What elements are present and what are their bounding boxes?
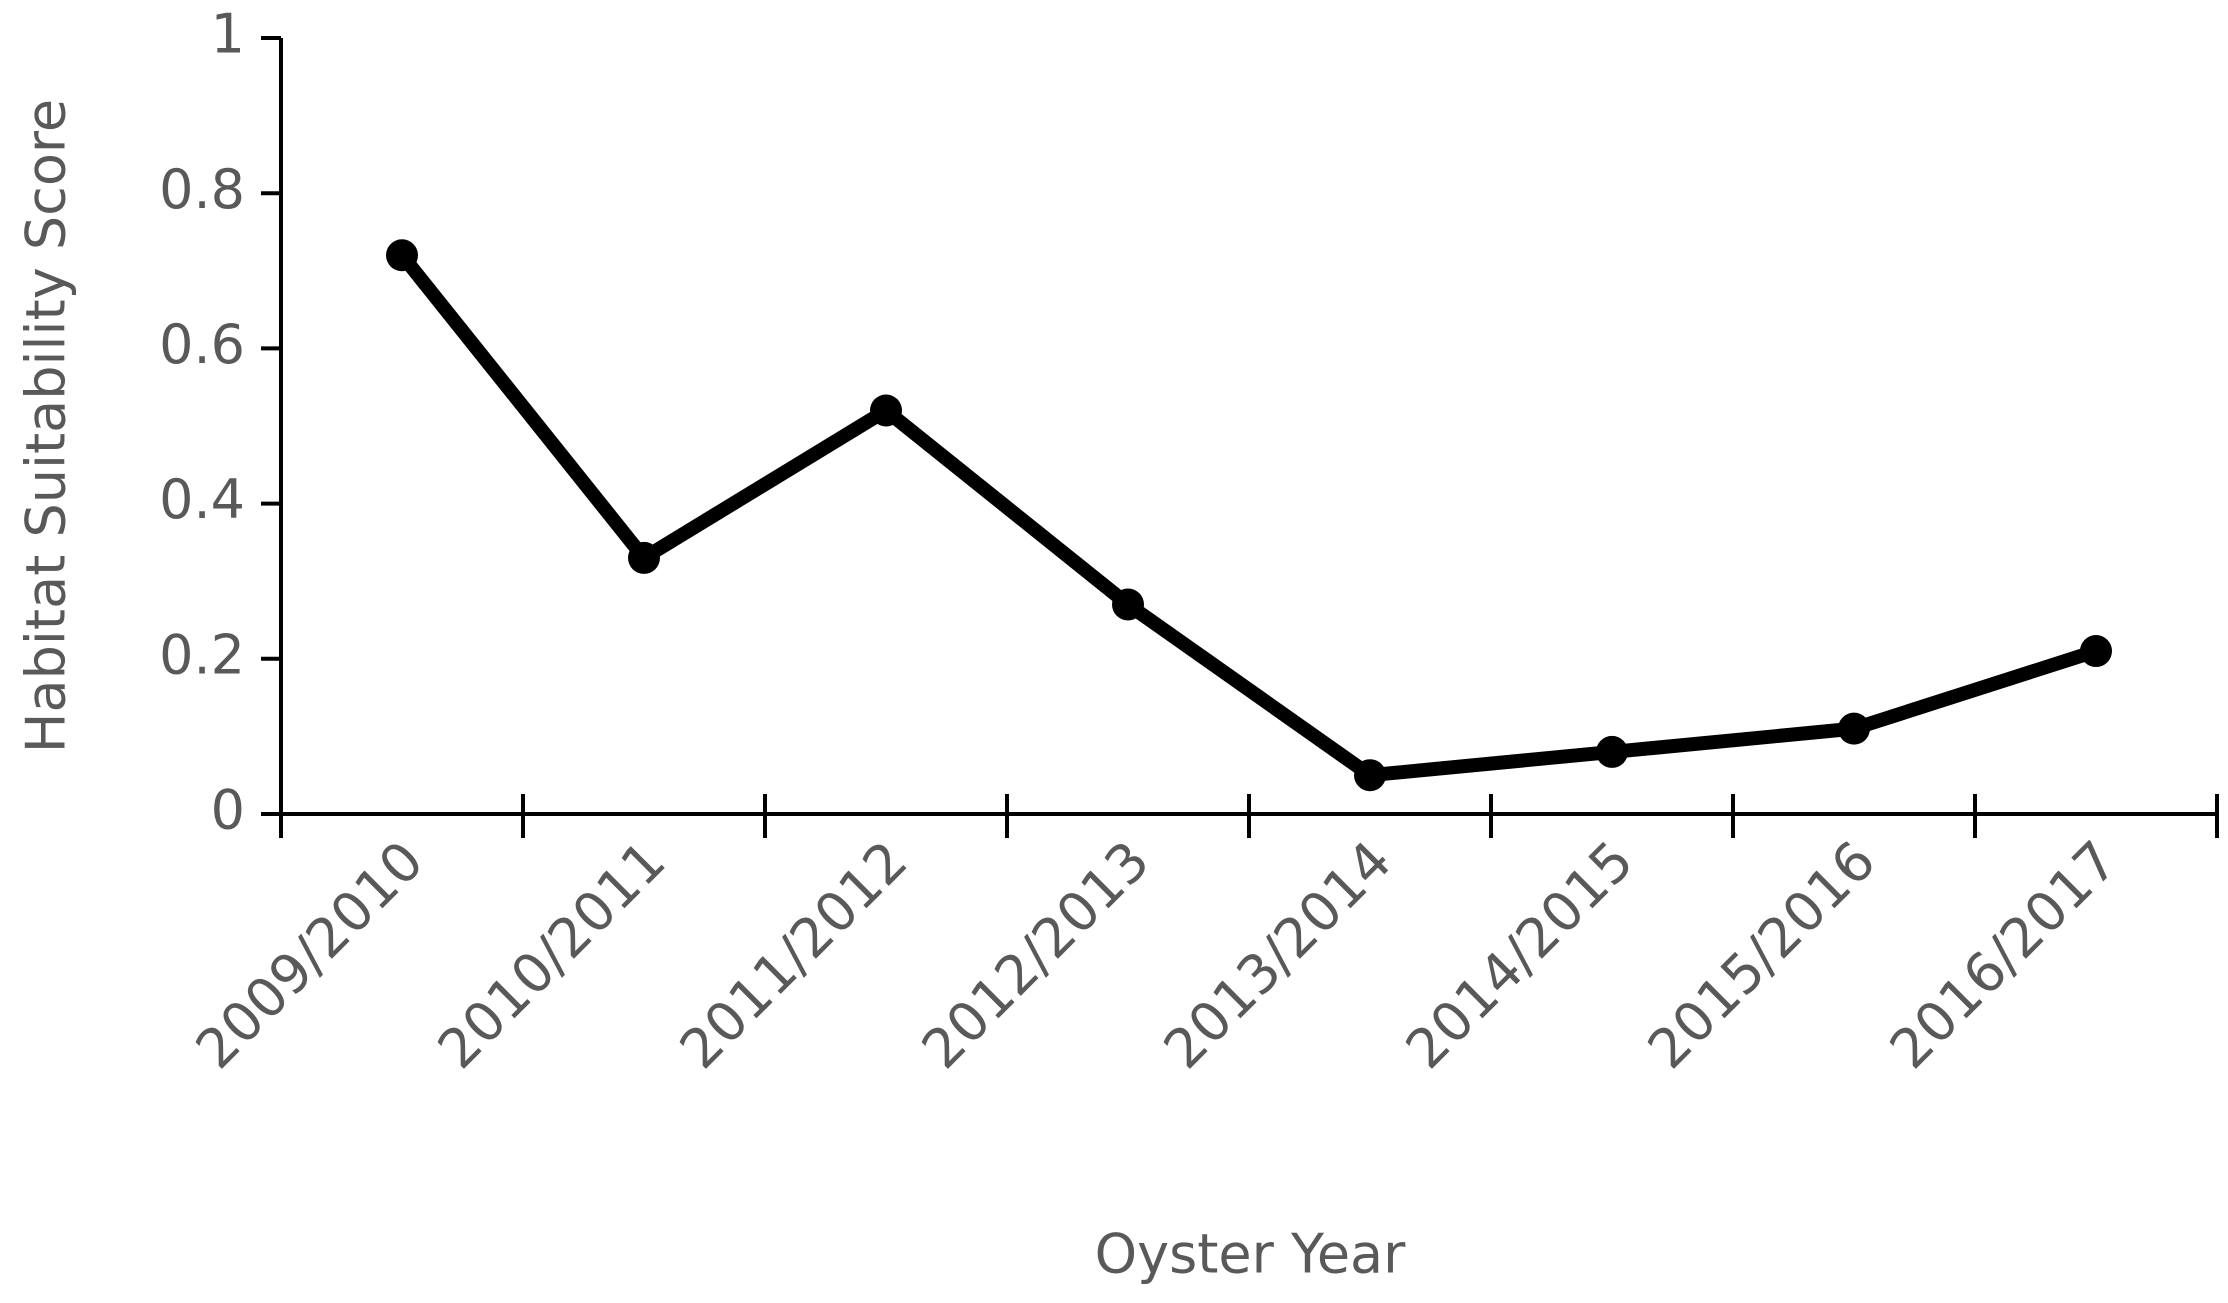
- x-axis-title: Oyster Year: [1095, 1223, 1406, 1286]
- x-tick-label: 2010/2011: [426, 829, 678, 1081]
- x-tick-label: 2011/2012: [668, 829, 920, 1081]
- y-tick-label: 0.8: [159, 158, 245, 221]
- y-tick-label: 0.4: [159, 468, 245, 531]
- marker: [386, 239, 418, 272]
- marker: [1838, 712, 1870, 745]
- line: [396, 250, 2099, 783]
- y-tick-label: 1: [211, 3, 245, 66]
- x-tick-label: 2015/2016: [1636, 829, 1888, 1081]
- marker: [2080, 635, 2112, 668]
- x-tick-label: 2009/2010: [184, 829, 436, 1081]
- y-tick-label: 0: [211, 779, 245, 842]
- x-tick-label: 2012/2013: [910, 829, 1162, 1081]
- marker: [1354, 759, 1386, 792]
- marker: [1112, 588, 1144, 621]
- x-tick-label: 2014/2015: [1394, 829, 1646, 1081]
- x-tick-label: 2013/2014: [1152, 829, 1404, 1081]
- marker: [1596, 735, 1628, 768]
- marker: [628, 541, 660, 574]
- y-tick-label: 0.2: [159, 623, 245, 686]
- y-tick-label: 0.6: [159, 313, 245, 376]
- marker: [870, 394, 902, 427]
- y-axis-title: Habitat Suitability Score: [15, 99, 78, 753]
- x-tick-label: 2016/2017: [1878, 829, 2130, 1081]
